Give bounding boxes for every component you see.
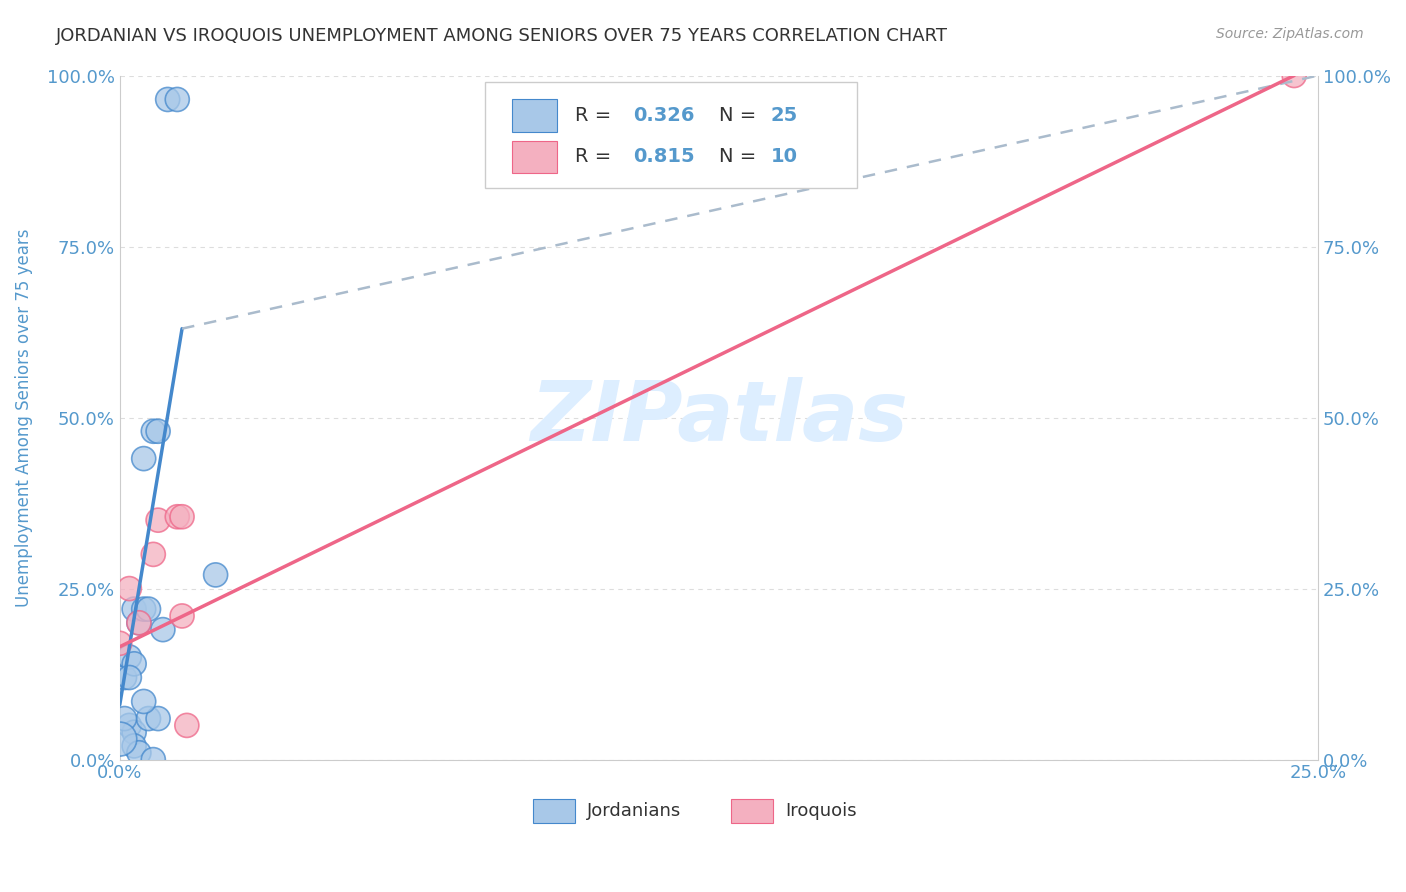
Point [122, 602, 145, 616]
Point [1282, 69, 1305, 83]
Text: R =: R = [575, 147, 617, 167]
Point [108, 732, 131, 747]
Point [142, 548, 165, 562]
Point [114, 671, 136, 685]
Point [108, 636, 131, 650]
Text: ZIPatlas: ZIPatlas [530, 377, 908, 458]
Point [114, 712, 136, 726]
FancyBboxPatch shape [485, 82, 856, 188]
Point [138, 602, 160, 616]
Bar [512, 141, 557, 173]
Point [132, 602, 155, 616]
Point [146, 513, 169, 527]
Point [122, 725, 145, 739]
Text: JORDANIAN VS IROQUOIS UNEMPLOYMENT AMONG SENIORS OVER 75 YEARS CORRELATION CHART: JORDANIAN VS IROQUOIS UNEMPLOYMENT AMONG… [56, 27, 948, 45]
Point [128, 615, 150, 630]
Point [122, 657, 145, 671]
Point [146, 424, 169, 438]
Point [142, 753, 165, 767]
Text: 25: 25 [770, 106, 797, 126]
Text: 0.326: 0.326 [633, 106, 695, 126]
Bar [512, 100, 557, 132]
Point [118, 718, 141, 732]
Point [166, 509, 188, 524]
Text: R =: R = [575, 106, 617, 126]
Text: N =: N = [718, 106, 762, 126]
Point [122, 739, 145, 753]
Point [118, 582, 141, 596]
Point [166, 93, 188, 107]
Bar [533, 798, 575, 823]
Point [170, 609, 193, 624]
Point [132, 451, 155, 466]
Point [176, 718, 198, 732]
Point [156, 93, 179, 107]
Text: 0.815: 0.815 [633, 147, 695, 167]
Point [138, 712, 160, 726]
Point [204, 568, 226, 582]
Point [132, 694, 155, 708]
Point [146, 712, 169, 726]
Y-axis label: Unemployment Among Seniors over 75 years: Unemployment Among Seniors over 75 years [15, 228, 32, 607]
Bar [731, 798, 773, 823]
Point [152, 623, 174, 637]
Text: Source: ZipAtlas.com: Source: ZipAtlas.com [1216, 27, 1364, 41]
Point [170, 509, 193, 524]
Point [128, 746, 150, 760]
Point [128, 615, 150, 630]
Point [118, 671, 141, 685]
Point [118, 650, 141, 665]
Point [142, 424, 165, 438]
Text: Jordanians: Jordanians [588, 802, 682, 820]
Text: N =: N = [718, 147, 762, 167]
Text: Iroquois: Iroquois [785, 802, 856, 820]
Text: 10: 10 [770, 147, 797, 167]
